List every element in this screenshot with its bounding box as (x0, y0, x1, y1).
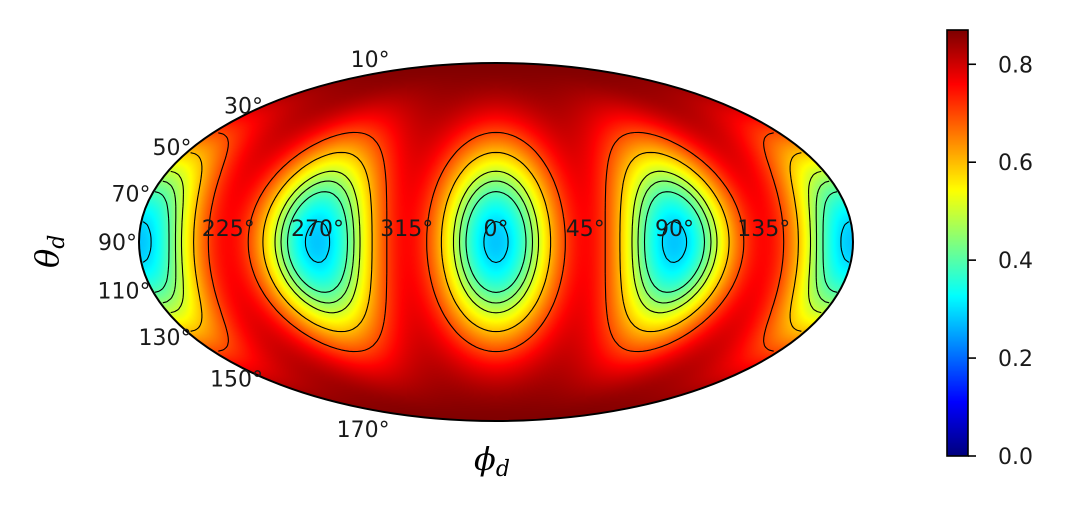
theta-tick-150: 150° (210, 367, 263, 392)
colorbar-ticks: 0.0 0.2 0.4 0.6 0.8 (968, 53, 1033, 470)
theta-tick-90: 90° (98, 231, 137, 256)
contour-lines (142, 131, 850, 353)
phi-tick-45: 45° (566, 217, 605, 242)
y-axis-label: θd (28, 235, 70, 268)
phi-tick-labels: 225° 270° 315° 0° 45° 90° 135° (202, 217, 791, 242)
contour-level-0_5 (170, 170, 822, 314)
theta-tick-70: 70° (111, 182, 150, 207)
contour-level-0_45 (162, 180, 830, 304)
colorbar-gradient (947, 30, 968, 456)
phi-tick-90: 90° (655, 217, 694, 242)
contour-level-0_3 (142, 220, 850, 264)
theta-tick-labels: 10° 30° 50°70° 90° 110° 130° 150° 170° (97, 48, 389, 443)
phi-tick-0: 0° (484, 217, 509, 242)
theta-tick-110: 110° (97, 280, 150, 305)
theta-tick-30: 30° (224, 95, 263, 120)
colorbar-tick-label: 0.2 (998, 347, 1033, 372)
x-axis-label: ϕd (474, 440, 510, 482)
colorbar-tick-label: 0.0 (998, 445, 1033, 470)
map-boundary (138, 62, 854, 422)
contour-level-0_7 (207, 131, 785, 353)
colorbar-tick-label: 0.8 (998, 53, 1033, 78)
colorbar-frame (946, 29, 969, 457)
colorbar: 0.0 0.2 0.4 0.6 0.8 (946, 29, 1033, 470)
theta-tick-10: 10° (351, 48, 390, 73)
phi-tick-225: 225° (202, 217, 255, 242)
map-plot: 10° 30° 50°70° 90° 110° 130° 150° 170° 225° 270°… (97, 48, 854, 443)
colorbar-tick-label: 0.4 (998, 249, 1033, 274)
contour-level-0_4 (154, 191, 838, 293)
phi-tick-270: 270° (291, 217, 344, 242)
phi-tick-135: 135° (737, 217, 790, 242)
theta-tick-130: 130° (138, 326, 191, 351)
theta-tick-170: 170° (337, 418, 390, 443)
phi-tick-315: 315° (380, 217, 433, 242)
heatmap-field (139, 63, 853, 421)
colorbar-tick-label: 0.6 (998, 151, 1033, 176)
contour-level-0_6 (190, 151, 802, 333)
theta-tick-50: 50° (152, 136, 191, 161)
